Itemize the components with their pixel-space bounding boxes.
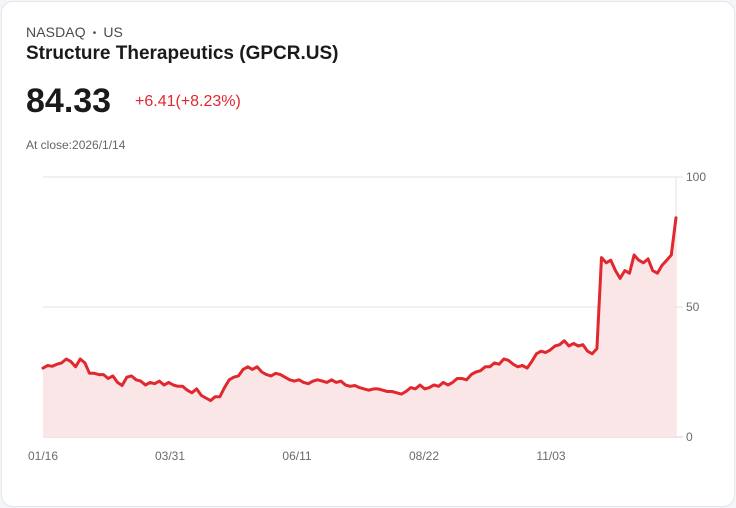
- price-area-fill: [43, 217, 676, 437]
- y-tick-label: 50: [686, 300, 700, 314]
- y-axis-labels: 0 50 100: [686, 170, 706, 444]
- y-tick-label: 100: [686, 170, 706, 184]
- x-tick-label: 03/31: [155, 449, 185, 463]
- x-tick-label: 06/11: [282, 449, 311, 463]
- x-axis-labels: 01/16 03/31 06/11 08/22 11/03: [28, 449, 566, 463]
- stock-title: Structure Therapeutics (GPCR.US): [26, 43, 339, 64]
- exchange-info: NASDAQ • US: [26, 24, 123, 40]
- y-tick-label: 0: [686, 430, 693, 444]
- x-tick-label: 08/22: [409, 449, 439, 463]
- price-line: [41, 216, 678, 403]
- exchange-name: NASDAQ: [26, 24, 86, 40]
- separator-dot: •: [92, 28, 97, 39]
- x-tick-label: 11/03: [536, 449, 565, 463]
- price-change: +6.41(+8.23%): [135, 93, 241, 110]
- region: US: [103, 24, 123, 40]
- current-price: 84.33: [26, 82, 112, 120]
- x-tick-label: 01/16: [28, 449, 58, 463]
- close-date: At close:2026/1/14: [26, 138, 126, 152]
